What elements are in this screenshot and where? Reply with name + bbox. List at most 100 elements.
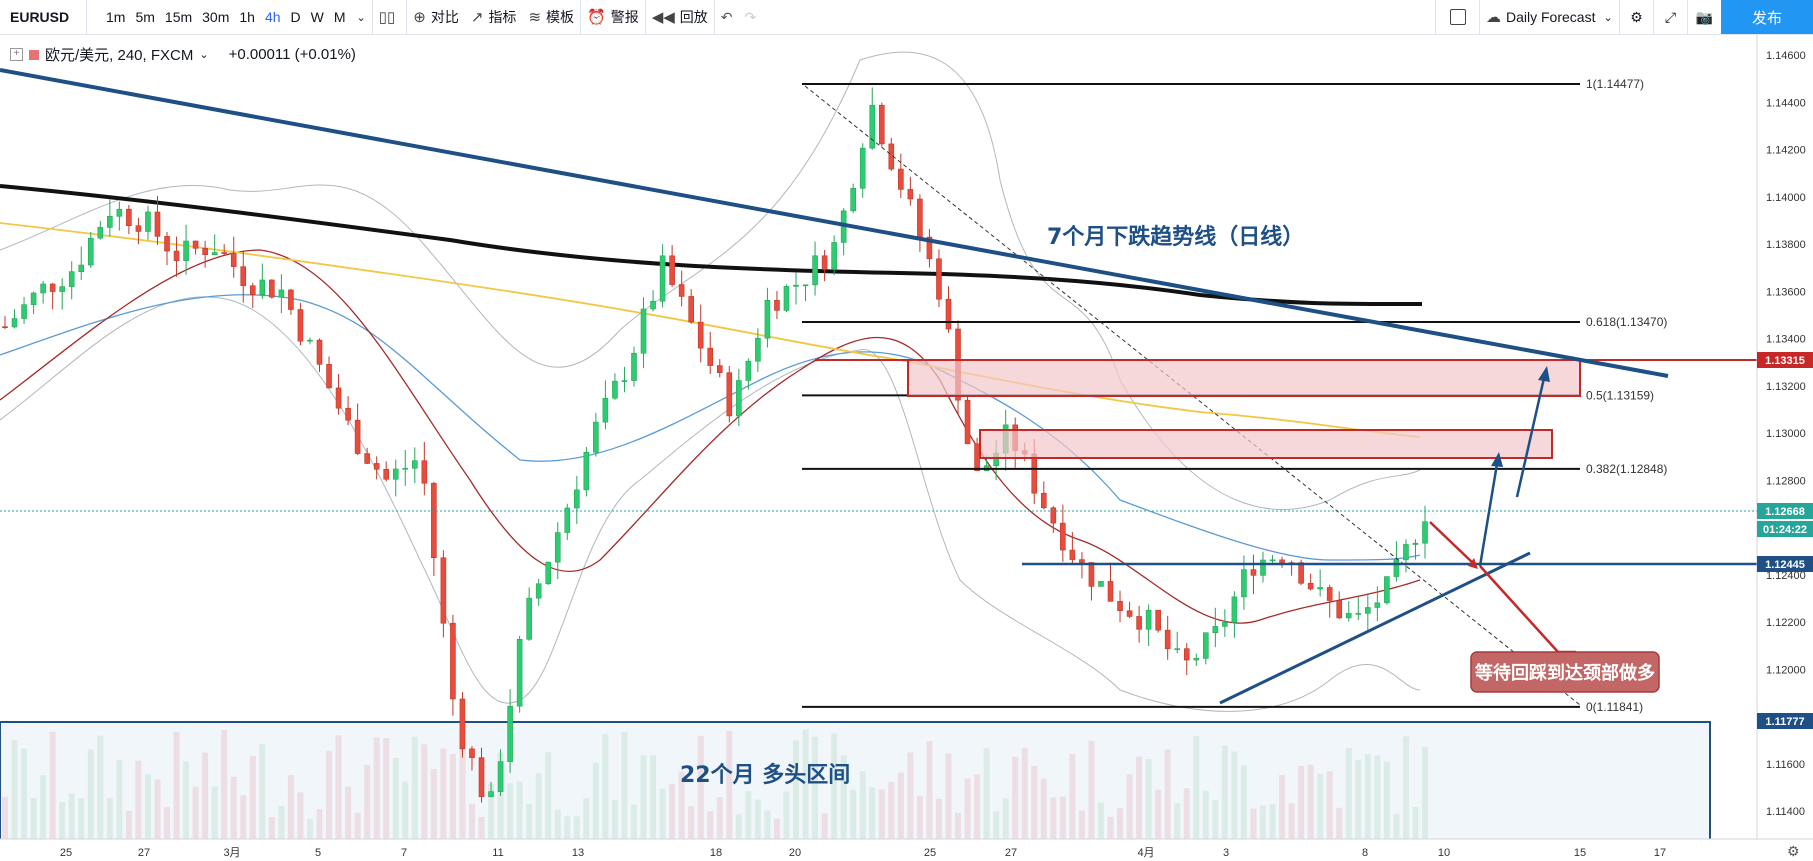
candle-body (812, 255, 818, 286)
candle-body (335, 387, 342, 409)
candle-body (354, 419, 361, 454)
candle-body (59, 286, 65, 292)
undo-button[interactable]: ↶ (713, 0, 739, 34)
candle-body (469, 748, 475, 758)
candle-body (1174, 648, 1181, 650)
candle-body (326, 364, 332, 389)
price-tick: 1.13400 (1766, 334, 1806, 346)
chart-style-button[interactable]: ▯▯ (371, 0, 407, 34)
price-label-bg (1757, 503, 1813, 519)
candle-body (964, 399, 971, 445)
redo-button[interactable]: ↷ (739, 0, 763, 34)
candle-body (78, 264, 85, 272)
resistance-zone-upper[interactable] (907, 359, 1581, 397)
candle-body (1260, 559, 1266, 576)
candle-body (1060, 522, 1066, 551)
time-axis[interactable] (0, 839, 1813, 861)
candle-body (631, 352, 637, 381)
chart-legend: + 欧元/美元, 240, FXCM ⌄ +0.00011 (+0.01%) (10, 44, 356, 65)
price-chart[interactable]: 22个月 多头区间 1(1.14477) 0.618(1.13470) 0.5(1.… (0, 35, 1813, 861)
candle-body (30, 292, 37, 305)
indicators-button[interactable]: ↗ 指标 (465, 0, 523, 34)
candle-body (821, 255, 828, 270)
candle-body (650, 300, 656, 310)
interval-d[interactable]: D (290, 9, 301, 25)
price-tick: 1.14200 (1766, 145, 1806, 157)
symbol-search[interactable]: EURUSD (10, 9, 70, 25)
candle-body (898, 168, 904, 190)
ascending-support-line[interactable] (1219, 551, 1531, 705)
price-tick: 1.11400 (1766, 806, 1805, 818)
candle-body (945, 298, 952, 330)
candle-body (1183, 648, 1190, 661)
candle-body (1241, 569, 1247, 598)
price-label: 1.13315 (1765, 355, 1805, 367)
candle-body (716, 365, 723, 373)
legend-title[interactable]: 欧元/美元, 240, FXCM (45, 47, 194, 64)
time-tick: 5 (315, 847, 321, 859)
candle-body (1326, 587, 1333, 601)
candle-body (764, 299, 771, 339)
settings-button[interactable]: ⚙ (1619, 0, 1653, 34)
alert-button[interactable]: ⏰ 警报 (580, 0, 645, 34)
candle-body (488, 791, 494, 797)
candle-body (1231, 596, 1238, 623)
interval-1m[interactable]: 1m (106, 9, 126, 25)
expand-button[interactable]: ⤢ (1653, 0, 1687, 34)
candle-body (450, 622, 456, 700)
fib-level-label: 1(1.14477) (1586, 77, 1644, 91)
gear-icon: ⚙ (1630, 8, 1643, 25)
collapse-icon[interactable]: + (10, 48, 23, 61)
interval-15m[interactable]: 15m (164, 9, 193, 25)
interval-w[interactable]: W (310, 9, 324, 25)
candle-body (249, 285, 256, 296)
time-tick: 7 (401, 847, 407, 859)
axis-settings-icon[interactable]: ⚙ (1787, 843, 1800, 859)
price-axis[interactable] (1757, 35, 1813, 839)
candle-body (878, 104, 885, 145)
interval-30m[interactable]: 30m (202, 9, 230, 25)
redo-icon: ↷ (744, 8, 757, 25)
candle-body (269, 279, 275, 298)
candle-body (554, 532, 561, 563)
templates-button[interactable]: ≋ 模板 (522, 0, 580, 34)
price-label-bg (1757, 521, 1813, 537)
candle-body (659, 255, 666, 302)
replay-button[interactable]: ◀◀ 回放 (644, 0, 714, 34)
candle-body (583, 451, 590, 491)
bollinger-lower (0, 296, 1421, 712)
chevron-down-icon: ⌄ (356, 11, 366, 24)
price-tick: 1.12400 (1766, 570, 1806, 582)
interval-5m[interactable]: 5m (135, 9, 155, 25)
candle-body (793, 284, 799, 287)
candle-body (1222, 622, 1228, 627)
downtrend-line[interactable] (0, 68, 1669, 378)
price-tick: 1.14600 (1766, 50, 1806, 62)
candle-body (745, 360, 752, 381)
candle-body (688, 296, 694, 323)
fullscreen-toggle[interactable] (1435, 0, 1479, 34)
bull-zone-rect[interactable] (0, 721, 1711, 841)
price-tick: 1.11600 (1766, 759, 1805, 771)
wait-callout-label: 等待回踩到达颈部做多 (1475, 662, 1655, 684)
top-toolbar: EURUSD 1m 5m 15m 30m 1h 4h D W M ⌄ ▯▯ ⊕ 对… (0, 0, 1813, 35)
interval-4h[interactable]: 4h (264, 9, 281, 25)
trendline-label: 7个月下跌趋势线（日线） (1047, 224, 1304, 250)
alert-label: 警报 (610, 9, 639, 25)
price-tick: 1.12800 (1766, 475, 1806, 487)
template-icon: ≋ (528, 9, 542, 26)
compare-button[interactable]: ⊕ 对比 (406, 0, 465, 34)
candle-body (564, 507, 571, 533)
fibonacci-retracement[interactable]: 1(1.14477) 0.618(1.13470) 0.5(1.13159) 0.38… (802, 77, 1667, 714)
candle-body (402, 467, 409, 470)
publish-button[interactable]: 发布 (1721, 0, 1813, 34)
candle-body (850, 188, 856, 212)
interval-1h[interactable]: 1h (239, 9, 255, 25)
candle-body (116, 208, 123, 217)
interval-dropdown[interactable]: ⌄ (351, 0, 372, 34)
resistance-zone-lower[interactable] (979, 429, 1553, 459)
interval-m[interactable]: M (333, 9, 346, 25)
snapshot-button[interactable]: 📷 (1687, 0, 1721, 34)
candle-body (173, 250, 180, 261)
layout-menu[interactable]: ☁ Daily Forecast ⌄ (1479, 0, 1619, 34)
